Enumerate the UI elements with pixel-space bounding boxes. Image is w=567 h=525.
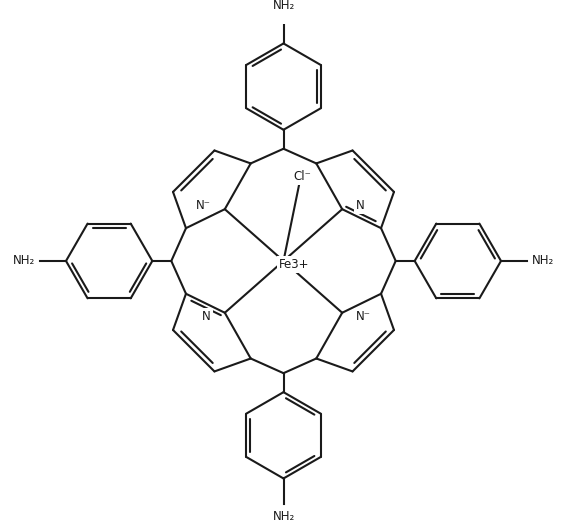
Text: N⁻: N⁻ — [356, 310, 371, 323]
Text: NH₂: NH₂ — [272, 0, 295, 13]
Text: Cl⁻: Cl⁻ — [294, 170, 311, 183]
Text: N⁻: N⁻ — [196, 199, 211, 212]
Text: N: N — [356, 199, 365, 212]
Text: NH₂: NH₂ — [272, 510, 295, 522]
Text: Fe3+: Fe3+ — [278, 258, 309, 271]
Text: NH₂: NH₂ — [12, 255, 35, 267]
Text: NH₂: NH₂ — [532, 255, 555, 267]
Text: N: N — [202, 310, 211, 323]
